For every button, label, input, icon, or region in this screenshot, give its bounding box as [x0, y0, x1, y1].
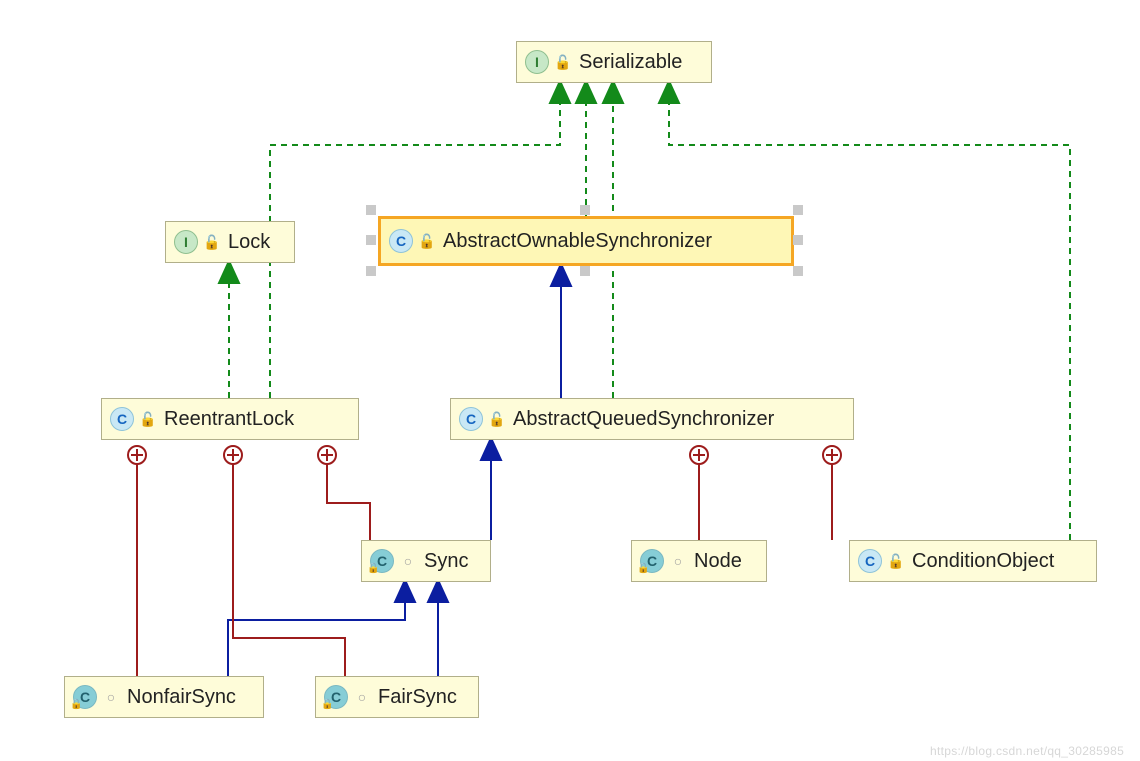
- class-icon: C: [389, 229, 413, 253]
- watermark: https://blog.csdn.net/qq_30285985: [930, 744, 1124, 758]
- uml-node-label: AbstractQueuedSynchronizer: [513, 408, 774, 431]
- visibility-public-icon: 🔓: [890, 553, 902, 570]
- uml-node-lock[interactable]: I 🔓 Lock: [165, 221, 295, 263]
- visibility-public-icon: 🔓: [142, 411, 154, 428]
- uml-node-label: FairSync: [378, 686, 457, 709]
- selection-handle[interactable]: [580, 205, 590, 215]
- lock-badge-icon: 🔒: [321, 699, 333, 710]
- uml-node-label: Lock: [228, 231, 270, 254]
- class-icon: C🔒: [324, 685, 348, 709]
- edges-layer: [0, 0, 1140, 761]
- class-icon: C: [459, 407, 483, 431]
- edge-nesting: [327, 464, 370, 540]
- visibility-public-icon: 🔓: [557, 54, 569, 71]
- visibility-package-icon: ○: [672, 553, 684, 569]
- visibility-public-icon: 🔓: [206, 234, 218, 251]
- uml-node-aqs[interactable]: C 🔓 AbstractQueuedSynchronizer: [450, 398, 854, 440]
- uml-node-label: ReentrantLock: [164, 408, 294, 431]
- uml-node-label: Sync: [424, 550, 468, 573]
- selection-handle[interactable]: [580, 266, 590, 276]
- class-icon: C🔒: [73, 685, 97, 709]
- class-icon: C🔒: [640, 549, 664, 573]
- edge-nesting: [233, 464, 345, 676]
- uml-node-reentrantlock[interactable]: C 🔓 ReentrantLock: [101, 398, 359, 440]
- uml-node-conditionobject[interactable]: C 🔓 ConditionObject: [849, 540, 1097, 582]
- uml-node-aos[interactable]: C 🔓 AbstractOwnableSynchronizer: [378, 216, 794, 266]
- lock-badge-icon: 🔒: [367, 563, 379, 574]
- selection-handle[interactable]: [793, 266, 803, 276]
- uml-node-nonfairsync[interactable]: C🔒 ○ NonfairSync: [64, 676, 264, 718]
- uml-node-label: ConditionObject: [912, 550, 1054, 573]
- selection-handle[interactable]: [366, 205, 376, 215]
- edge-realization: [669, 83, 1070, 540]
- selection-handle[interactable]: [366, 266, 376, 276]
- edge-extends: [228, 582, 405, 676]
- uml-node-label: Node: [694, 550, 742, 573]
- selection-handle[interactable]: [793, 205, 803, 215]
- uml-node-node[interactable]: C🔒 ○ Node: [631, 540, 767, 582]
- diagram-canvas: I 🔓 Serializable I 🔓 Lock C 🔓 AbstractOwnableSyn…: [0, 0, 1140, 761]
- class-icon: C: [110, 407, 134, 431]
- lock-badge-icon: 🔒: [70, 699, 82, 710]
- lock-badge-icon: 🔒: [637, 563, 649, 574]
- visibility-public-icon: 🔓: [491, 411, 503, 428]
- selection-handle[interactable]: [366, 235, 376, 245]
- class-icon: C🔒: [370, 549, 394, 573]
- uml-node-label: NonfairSync: [127, 686, 236, 709]
- uml-node-label: Serializable: [579, 51, 682, 74]
- interface-icon: I: [525, 50, 549, 74]
- selection-handle[interactable]: [793, 235, 803, 245]
- uml-node-serializable[interactable]: I 🔓 Serializable: [516, 41, 712, 83]
- class-icon: C: [858, 549, 882, 573]
- uml-node-label: AbstractOwnableSynchronizer: [443, 230, 712, 253]
- visibility-public-icon: 🔓: [421, 233, 433, 250]
- visibility-package-icon: ○: [356, 689, 368, 705]
- interface-icon: I: [174, 230, 198, 254]
- uml-node-fairsync[interactable]: C🔒 ○ FairSync: [315, 676, 479, 718]
- visibility-package-icon: ○: [402, 553, 414, 569]
- uml-node-sync[interactable]: C🔒 ○ Sync: [361, 540, 491, 582]
- visibility-package-icon: ○: [105, 689, 117, 705]
